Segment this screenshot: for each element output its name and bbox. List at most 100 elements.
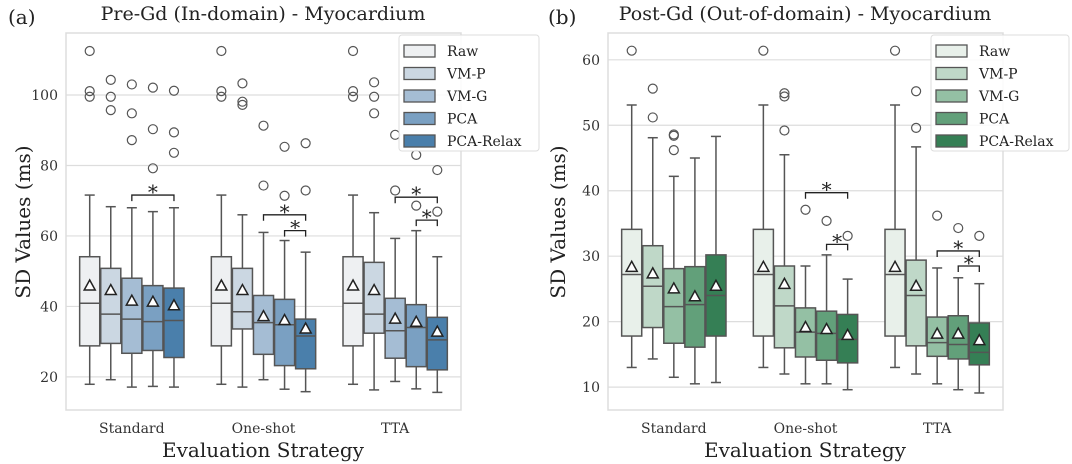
- mean-marker: [909, 278, 923, 292]
- box-vm-p: [363, 261, 385, 334]
- box-raw: [78, 255, 101, 347]
- mean-marker: [409, 314, 424, 328]
- legend-label: PCA-Relax: [979, 134, 1054, 150]
- box-pca-relax: [163, 287, 185, 359]
- significance-bracket: [394, 196, 438, 204]
- x-tick-label: One-shot: [774, 421, 838, 437]
- box-pca: [815, 310, 838, 362]
- outlier-point: [432, 206, 443, 217]
- mean-marker: [346, 278, 360, 291]
- outlier-point: [237, 78, 248, 89]
- outlier-point: [842, 230, 853, 241]
- outlier-point: [105, 105, 116, 116]
- panel-label-a: (a): [8, 5, 36, 29]
- outlier-point: [369, 77, 380, 88]
- outlier-point: [126, 135, 137, 146]
- outlier-point: [779, 125, 790, 136]
- outlier-point: [105, 74, 116, 85]
- outlier-point: [647, 112, 658, 123]
- x-tick-label: Standard: [99, 421, 165, 437]
- outlier-point: [126, 79, 137, 90]
- outlier-point: [258, 120, 269, 131]
- outlier-point: [800, 204, 811, 215]
- significance-bracket: [415, 219, 438, 227]
- x-tick-label: One-shot: [232, 421, 296, 437]
- significance-bracket: [262, 214, 307, 221]
- box-pca: [273, 298, 296, 367]
- outlier-point: [668, 130, 679, 141]
- panel-a: (a) Pre-Gd (In-domain) - Myocardium SD V…: [8, 3, 540, 462]
- legend-swatch: [935, 134, 968, 148]
- y-axis-label-a: SD Values (ms): [11, 145, 35, 298]
- outlier-point: [347, 86, 359, 97]
- mean-marker: [709, 278, 723, 292]
- box-pca-relax: [426, 316, 449, 371]
- significance-star: *: [290, 216, 300, 240]
- legend-label: VM-G: [446, 89, 487, 105]
- outlier-point: [758, 45, 769, 56]
- outlier-point: [910, 122, 922, 134]
- outlier-point: [889, 45, 901, 56]
- mean-marker: [819, 321, 834, 335]
- significance-bracket: [283, 230, 307, 237]
- y-tick-label: 40: [582, 184, 600, 200]
- box-raw: [342, 255, 364, 347]
- mean-marker: [888, 259, 902, 273]
- outlier-point: [237, 96, 248, 107]
- outlier-point: [258, 180, 269, 191]
- outlier-point: [369, 91, 380, 102]
- legend-label: Raw: [979, 44, 1010, 60]
- box-vm-p: [905, 259, 927, 347]
- outlier-point: [821, 215, 832, 226]
- mean-marker: [972, 333, 987, 346]
- outlier-point: [279, 190, 290, 201]
- significance-star: *: [148, 180, 158, 204]
- legend-label: VM-G: [978, 89, 1019, 105]
- mean-marker: [167, 298, 181, 311]
- box-raw: [210, 255, 233, 347]
- mean-marker: [798, 319, 813, 333]
- legend-swatch: [403, 89, 436, 103]
- mean-marker: [777, 276, 792, 290]
- panel-label-b: (b): [548, 5, 576, 29]
- box-pca: [142, 284, 164, 352]
- outlier-point: [168, 85, 180, 96]
- outlier-point: [779, 91, 790, 102]
- box-raw: [620, 228, 643, 337]
- significance-star: *: [280, 200, 290, 224]
- y-tick-label: 30: [582, 249, 600, 265]
- chart-title-a: Pre-Gd (In-domain) - Myocardium: [101, 3, 426, 25]
- legend-swatch: [403, 111, 436, 126]
- box-vm-g: [384, 297, 406, 359]
- legend: Raw VM-P VM-G PCA PCA-Relax: [930, 34, 1070, 152]
- x-tick-label: Standard: [641, 421, 707, 437]
- mean-marker: [103, 283, 118, 296]
- significance-bracket: [131, 194, 175, 202]
- mean-marker: [214, 278, 229, 291]
- outlier-point: [626, 45, 637, 56]
- mean-marker: [367, 283, 381, 296]
- box-pca: [684, 265, 706, 348]
- legend-swatch: [935, 44, 968, 58]
- outlier-point: [347, 45, 359, 57]
- legend-swatch: [935, 66, 968, 81]
- mean-marker: [930, 326, 944, 339]
- significance-star: *: [422, 205, 432, 229]
- x-tick-label: TTA: [923, 421, 952, 437]
- outlier-point: [147, 163, 158, 174]
- mean-marker: [125, 293, 139, 306]
- mean-marker: [235, 283, 250, 296]
- legend-label: PCA: [447, 112, 478, 128]
- outlier-point: [390, 185, 401, 196]
- y-tick-label: 60: [40, 229, 58, 245]
- legend-label: VM-P: [446, 67, 486, 83]
- box-vm-g: [252, 294, 275, 356]
- legend-label: VM-P: [978, 67, 1018, 83]
- significance-bracket: [825, 243, 849, 251]
- mean-marker: [951, 326, 966, 339]
- legend-label: PCA: [979, 112, 1010, 128]
- legend-swatch: [935, 111, 968, 126]
- y-tick-label: 10: [582, 380, 600, 396]
- significance-star: *: [964, 251, 974, 275]
- legend-swatch: [403, 134, 436, 148]
